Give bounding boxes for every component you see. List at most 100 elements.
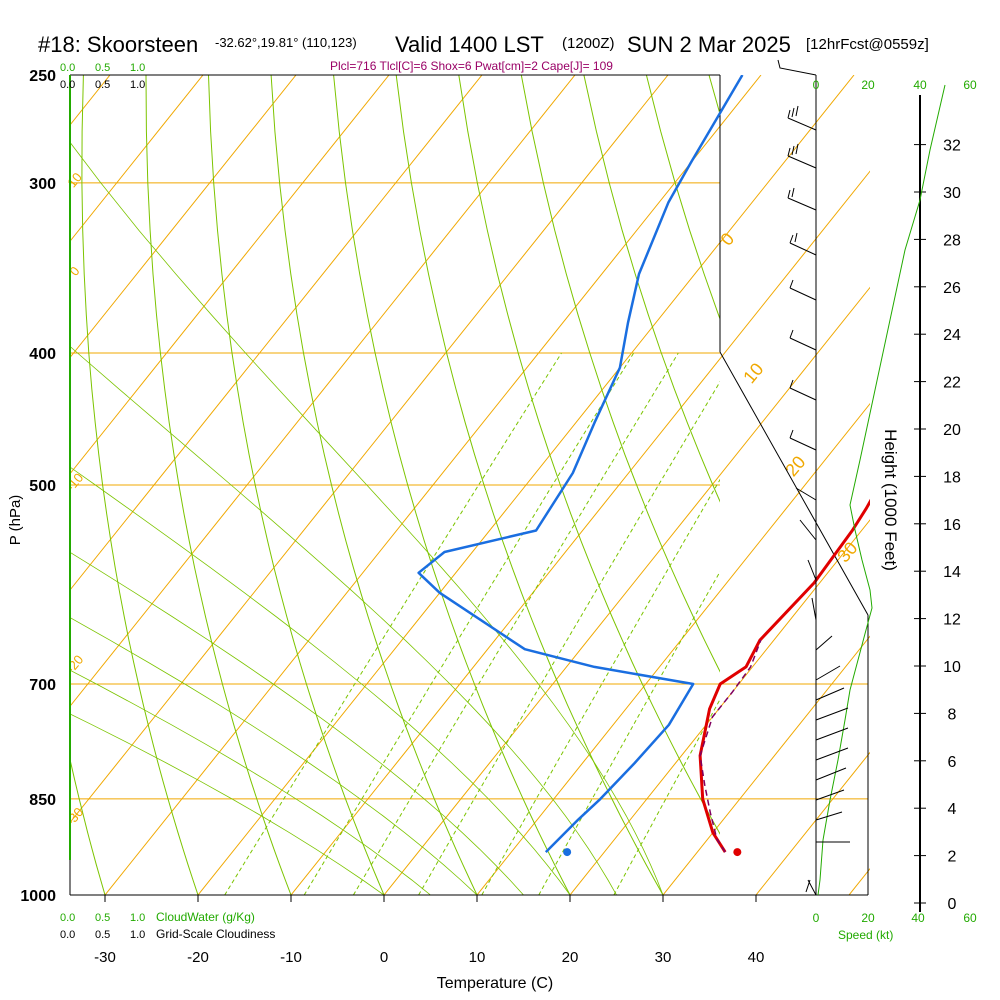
height-tick-label-10: 10 <box>943 659 961 676</box>
moist-adiabat-20 <box>70 466 571 895</box>
surface-markers <box>563 848 742 857</box>
title-station: #18: Skoorsteen <box>38 32 198 57</box>
isobar-lines <box>70 74 868 896</box>
p-tick-label-1000: 1000 <box>20 888 56 905</box>
title-valid: Valid 1400 LST <box>395 32 544 57</box>
cloud-bottom-black-2: 1.0 <box>130 929 145 941</box>
title-zulu: (1200Z) <box>562 35 615 52</box>
isotherm--90 <box>70 75 204 243</box>
dry-adiabat-40 <box>458 75 720 835</box>
height-tick-label-28: 28 <box>943 232 961 249</box>
dry-adiabat-30 <box>395 75 664 895</box>
title-date: SUN 2 Mar 2025 <box>627 32 791 57</box>
height-tick-label-0: 0 <box>948 896 957 913</box>
height-tick-label-8: 8 <box>948 706 957 723</box>
isotherm-50 <box>848 867 870 895</box>
cloud-top-green-0: 0.0 <box>60 62 75 74</box>
mixing-ratio-5 <box>418 380 720 895</box>
mixing-ratio-3 <box>352 352 679 895</box>
cloud-water-label: CloudWater (g/Kg) <box>156 910 255 924</box>
plot-frame <box>69 74 869 896</box>
moist-adiabat-10 <box>70 617 478 895</box>
isotherm-10 <box>476 402 870 895</box>
height-tick-label-14: 14 <box>943 564 961 581</box>
height-tick-label-6: 6 <box>948 754 957 771</box>
cloud-bottom-black-1: 0.5 <box>95 929 110 941</box>
dry-adiabat-60 <box>583 75 720 503</box>
parcel-line <box>699 639 762 853</box>
isotherm--40 <box>70 75 669 824</box>
wind-barbs <box>787 105 850 896</box>
isotherm-label-6: 10 <box>739 359 767 387</box>
height-tick-label-2: 2 <box>948 849 957 866</box>
x-tick-label--10: -10 <box>280 949 302 966</box>
mixing-ratio-label-20: 20 <box>626 906 640 921</box>
mixing-ratio-lines: 1 2 3 5 8 12 20 <box>224 352 720 921</box>
isotherm-label-1: 0 <box>66 264 82 279</box>
cloud-bottom-green-0: 0.0 <box>60 912 75 924</box>
dry-adiabat-70 <box>645 75 720 321</box>
dry-adiabat-20 <box>333 75 571 895</box>
height-tick-label-18: 18 <box>943 469 961 486</box>
x-axis-label: Temperature (C) <box>437 975 553 992</box>
isotherm-label-2: -10 <box>63 470 87 494</box>
wind-top-tick-20: 20 <box>861 78 875 92</box>
cloud-top-black-2: 1.0 <box>130 79 145 91</box>
height-tick-label-4: 4 <box>948 801 957 818</box>
title-forecast: [12hrFcst@0559z] <box>806 36 929 53</box>
cloud-bottom-green-1: 0.5 <box>95 912 110 924</box>
height-tick-label-16: 16 <box>943 517 961 534</box>
dewpoint-line <box>417 75 744 853</box>
dry-adiabat-100 <box>834 75 1000 895</box>
dry-adiabat--30 <box>70 757 106 895</box>
isotherm--80 <box>70 75 297 359</box>
moist-adiabat-5 <box>70 669 431 895</box>
surface-temperature-dot <box>733 848 742 857</box>
height-tick-label-24: 24 <box>943 327 961 344</box>
isotherm--30 <box>104 75 762 895</box>
cloud-top-green-1: 0.5 <box>95 62 110 74</box>
moist-adiabat-25 <box>70 345 617 895</box>
mixing-ratio-8 <box>481 478 720 895</box>
cloudiness-label: Grid-Scale Cloudiness <box>156 927 275 941</box>
mixing-ratio-label-3: 3 <box>369 906 376 921</box>
cloud-scales: 0.0 0.5 1.0 0.0 0.5 1.0 0.0 0.5 1.0 Clou… <box>60 62 275 941</box>
x-tick-label-0: 0 <box>380 949 388 966</box>
cloud-top-black-1: 0.5 <box>95 79 110 91</box>
p-tick-label-500: 500 <box>29 478 56 495</box>
x-tick-label--20: -20 <box>187 949 209 966</box>
wind-bottom-tick-20: 20 <box>861 911 875 925</box>
wind-top-arrow <box>777 59 817 76</box>
isotherm-0 <box>383 286 870 895</box>
isotherm--60 <box>70 75 483 591</box>
wind-top-tick-40: 40 <box>913 78 927 92</box>
cloud-top-green-2: 1.0 <box>130 62 145 74</box>
height-tick-label-22: 22 <box>943 375 961 392</box>
moist-adiabat-0 <box>70 713 385 895</box>
wind-top-tick-0: 0 <box>813 78 820 92</box>
pressure-axis: 250 300 400 500 700 850 1000 <box>20 68 56 905</box>
mixing-ratio-label-12: 12 <box>551 906 565 921</box>
x-tick-label-10: 10 <box>469 949 486 966</box>
isotherm-label-3: -20 <box>63 652 87 676</box>
p-tick-label-250: 250 <box>29 68 56 85</box>
x-tick-label-20: 20 <box>562 949 579 966</box>
stability-indices: Plcl=716 Tlcl[C]=6 Shox=6 Pwat[cm]=2 Cap… <box>330 59 613 73</box>
mixing-ratio-label-8: 8 <box>497 906 504 921</box>
title-coords: -32.62°,19.81° (110,123) <box>215 35 357 50</box>
cloud-bottom-green-2: 1.0 <box>130 912 145 924</box>
p-tick-label-300: 300 <box>29 176 56 193</box>
x-tick-label-30: 30 <box>655 949 672 966</box>
mixing-ratio-label-5: 5 <box>434 906 441 921</box>
height-tick-label-26: 26 <box>943 280 961 297</box>
x-tick-label-40: 40 <box>748 949 765 966</box>
surface-dewpoint-dot <box>563 848 572 857</box>
isotherm-30 <box>662 635 870 895</box>
mixing-ratio-20 <box>613 698 720 895</box>
y-axis-label: P (hPa) <box>7 495 24 546</box>
isotherm-label-4: -30 <box>63 804 87 828</box>
height-tick-label-20: 20 <box>943 422 961 439</box>
dry-adiabat-120 <box>959 75 1000 895</box>
mixing-ratio-12 <box>538 570 720 895</box>
